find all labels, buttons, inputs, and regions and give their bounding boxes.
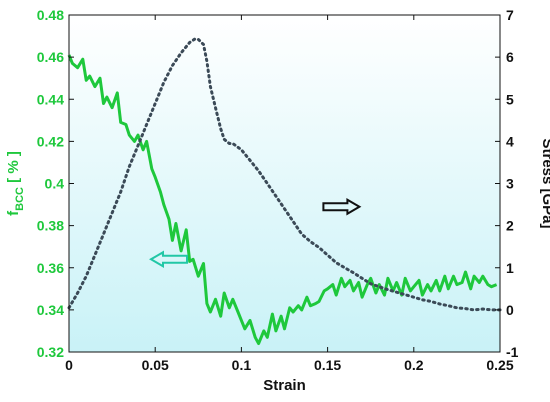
right-y-tick-label: 5 bbox=[506, 91, 514, 107]
left-y-axis-label: fBCC [ % ] bbox=[5, 151, 26, 216]
left-y-tick-label: 0.32 bbox=[37, 344, 64, 360]
left-y-label-unit: [ % ] bbox=[5, 151, 22, 187]
right-y-tick-label: 2 bbox=[506, 218, 514, 234]
right-y-tick-label: 6 bbox=[506, 49, 514, 65]
annotation-layer bbox=[149, 197, 362, 269]
x-tick-label: 0.2 bbox=[404, 357, 424, 373]
right-y-tick-label: 7 bbox=[506, 7, 514, 23]
left-y-tick-label: 0.36 bbox=[37, 260, 64, 276]
left-y-tick-label: 0.34 bbox=[37, 302, 64, 318]
arrow-right-icon bbox=[322, 197, 362, 216]
right-y-tick-label: 4 bbox=[506, 133, 514, 149]
fbcc-series-line bbox=[67, 54, 498, 346]
x-tick-label: 0.15 bbox=[314, 357, 341, 373]
left-y-tick-label: 0.44 bbox=[37, 91, 64, 107]
left-y-tick-label: 0.42 bbox=[37, 133, 64, 149]
right-y-axis-label: Stress [GPa] bbox=[539, 138, 550, 228]
x-tick-label: 0.05 bbox=[142, 357, 169, 373]
left-y-tick-label: 0.48 bbox=[37, 7, 64, 23]
plot-background bbox=[69, 15, 500, 352]
series-layer bbox=[67, 37, 502, 346]
right-y-tick-label: -1 bbox=[506, 344, 519, 360]
x-tick-label: 0.1 bbox=[232, 357, 252, 373]
x-tick-label: 0.25 bbox=[486, 357, 513, 373]
right-y-tick-label: 3 bbox=[506, 176, 514, 192]
left-y-tick-label: 0.46 bbox=[37, 49, 64, 65]
left-y-label-main: f bbox=[5, 210, 22, 216]
left-y-tick-label: 0.4 bbox=[45, 176, 65, 192]
right-y-tick-label: 1 bbox=[506, 260, 514, 276]
left-y-tick-label: 0.38 bbox=[37, 218, 64, 234]
x-tick-label: 0 bbox=[65, 357, 73, 373]
ticks-layer: 0 0.05 0.1 0.15 0.2 0.25 0.32 0.34 0.36 0.38 0.4 0.… bbox=[37, 7, 519, 373]
right-y-tick-label: 0 bbox=[506, 302, 514, 318]
stress-series-line bbox=[67, 37, 502, 312]
arrow-left-icon bbox=[149, 250, 188, 269]
left-y-label-subscript: BCC bbox=[14, 187, 26, 211]
x-axis-label: Strain bbox=[263, 377, 306, 394]
